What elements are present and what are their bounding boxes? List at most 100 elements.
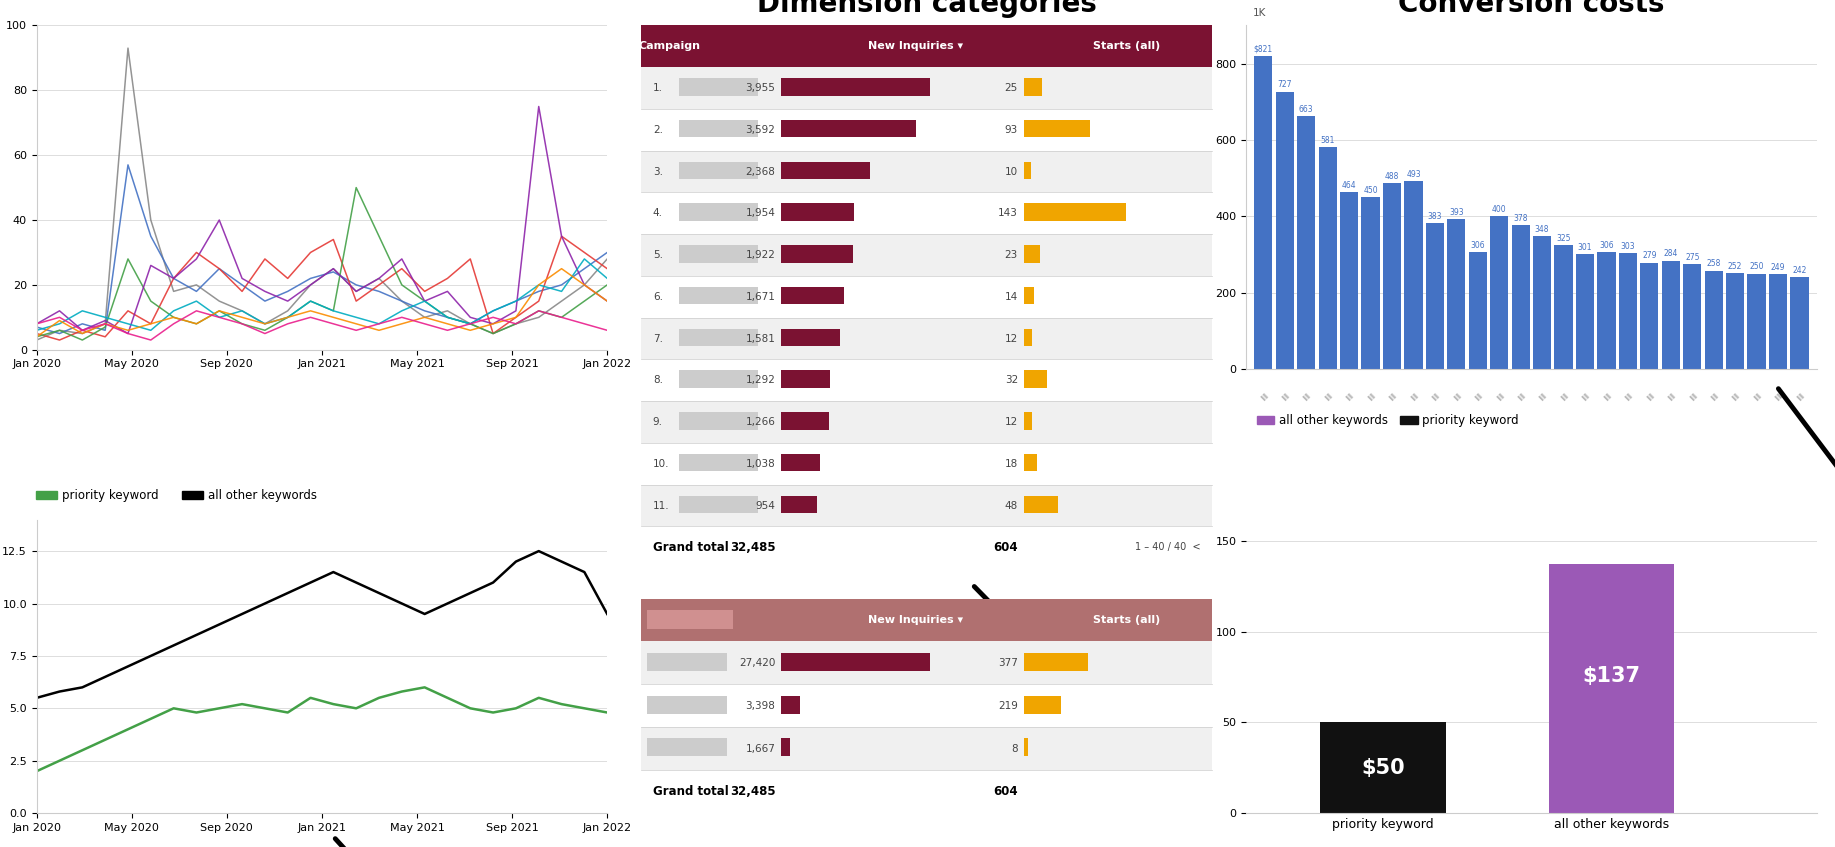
Text: 3.: 3.: [653, 167, 662, 176]
Text: 464: 464: [1341, 180, 1356, 190]
FancyBboxPatch shape: [679, 162, 758, 179]
FancyBboxPatch shape: [782, 329, 840, 346]
Text: Grand total: Grand total: [653, 785, 728, 798]
FancyBboxPatch shape: [679, 287, 758, 304]
Text: ▐▐: ▐▐: [1516, 390, 1527, 401]
Text: $821: $821: [1253, 44, 1273, 53]
Legend: priority keyword, all other keywords: priority keyword, all other keywords: [31, 484, 321, 507]
Text: 383: 383: [1428, 212, 1442, 220]
FancyBboxPatch shape: [1024, 370, 1046, 388]
FancyBboxPatch shape: [642, 25, 1211, 67]
Text: 12: 12: [1006, 334, 1018, 344]
Text: 279: 279: [1642, 252, 1657, 260]
Bar: [1340, 192, 1358, 369]
Text: 250: 250: [1749, 263, 1763, 271]
Bar: [1448, 219, 1466, 369]
Text: 219: 219: [998, 700, 1018, 711]
FancyBboxPatch shape: [642, 234, 1211, 276]
Text: 32,485: 32,485: [730, 541, 776, 554]
FancyBboxPatch shape: [1024, 119, 1090, 137]
Bar: [1727, 273, 1745, 369]
Text: Campaign: Campaign: [639, 42, 701, 52]
FancyBboxPatch shape: [642, 109, 1211, 151]
Text: ▐▐: ▐▐: [1730, 390, 1740, 401]
Text: 604: 604: [993, 785, 1018, 798]
Text: 303: 303: [1620, 242, 1635, 252]
Bar: [1321, 722, 1446, 813]
FancyBboxPatch shape: [642, 192, 1211, 234]
Text: 3,398: 3,398: [745, 700, 776, 711]
FancyBboxPatch shape: [782, 287, 844, 304]
Text: 301: 301: [1578, 243, 1593, 252]
Text: 258: 258: [1707, 259, 1721, 268]
Text: 2,368: 2,368: [745, 167, 776, 176]
Bar: [1663, 261, 1679, 369]
FancyBboxPatch shape: [1024, 652, 1088, 671]
Text: 325: 325: [1556, 234, 1571, 243]
Text: 8.: 8.: [653, 375, 662, 385]
FancyBboxPatch shape: [782, 454, 820, 471]
Text: ▐▐: ▐▐: [1429, 390, 1440, 401]
FancyBboxPatch shape: [782, 119, 916, 137]
Text: 5.: 5.: [653, 250, 662, 260]
Bar: [1705, 271, 1723, 369]
Text: ▐▐: ▐▐: [1558, 390, 1569, 401]
FancyBboxPatch shape: [648, 695, 727, 713]
Text: 11.: 11.: [653, 501, 670, 511]
Text: 581: 581: [1321, 136, 1334, 145]
FancyBboxPatch shape: [782, 370, 829, 388]
Bar: [1683, 264, 1701, 369]
FancyBboxPatch shape: [679, 78, 758, 96]
Text: ▐▐: ▐▐: [1666, 390, 1675, 401]
Bar: [1319, 147, 1336, 369]
Text: 1,922: 1,922: [745, 250, 776, 260]
Text: 348: 348: [1534, 225, 1549, 234]
Text: 1,038: 1,038: [745, 459, 776, 469]
Text: 143: 143: [998, 208, 1018, 219]
FancyBboxPatch shape: [642, 484, 1211, 527]
FancyBboxPatch shape: [679, 329, 758, 346]
FancyBboxPatch shape: [642, 599, 1211, 641]
Text: ▐▐: ▐▐: [1259, 390, 1268, 401]
Text: ▐▐: ▐▐: [1323, 390, 1332, 401]
Bar: [1297, 116, 1316, 369]
FancyBboxPatch shape: [642, 359, 1211, 401]
FancyBboxPatch shape: [782, 162, 870, 179]
Text: 1K: 1K: [1253, 8, 1266, 18]
Text: ▐▐: ▐▐: [1795, 390, 1804, 401]
Bar: [1549, 564, 1674, 813]
Text: ▐▐: ▐▐: [1602, 390, 1611, 401]
FancyBboxPatch shape: [642, 728, 1211, 770]
FancyBboxPatch shape: [642, 318, 1211, 359]
Text: 1 – 40 / 40  <: 1 – 40 / 40 <: [1134, 542, 1200, 552]
Text: 393: 393: [1450, 208, 1464, 217]
Bar: [1253, 56, 1272, 369]
FancyBboxPatch shape: [782, 652, 930, 671]
FancyBboxPatch shape: [642, 684, 1211, 728]
Text: ▐▐: ▐▐: [1538, 390, 1547, 401]
Text: 25: 25: [1006, 83, 1018, 93]
Text: ▐▐: ▐▐: [1580, 390, 1591, 401]
Bar: [1618, 253, 1637, 369]
Text: 3,592: 3,592: [745, 125, 776, 135]
FancyBboxPatch shape: [1024, 329, 1033, 346]
Text: Grand total: Grand total: [653, 541, 728, 554]
Text: 27,420: 27,420: [740, 658, 776, 668]
Text: 7.: 7.: [653, 334, 662, 344]
FancyBboxPatch shape: [642, 641, 1211, 684]
Text: 3,955: 3,955: [745, 83, 776, 93]
Text: Starts (all): Starts (all): [1092, 42, 1160, 52]
Bar: [1576, 254, 1595, 369]
Text: 1,581: 1,581: [745, 334, 776, 344]
Bar: [1596, 252, 1615, 369]
FancyBboxPatch shape: [679, 245, 758, 263]
Bar: [1468, 252, 1486, 369]
FancyBboxPatch shape: [1024, 245, 1040, 263]
Text: 249: 249: [1771, 263, 1785, 272]
Text: ▐▐: ▐▐: [1751, 390, 1762, 401]
FancyBboxPatch shape: [679, 412, 758, 429]
Text: 378: 378: [1514, 213, 1529, 223]
Title: Conversion costs: Conversion costs: [1398, 0, 1664, 18]
Bar: [1275, 91, 1294, 369]
Bar: [1426, 223, 1444, 369]
